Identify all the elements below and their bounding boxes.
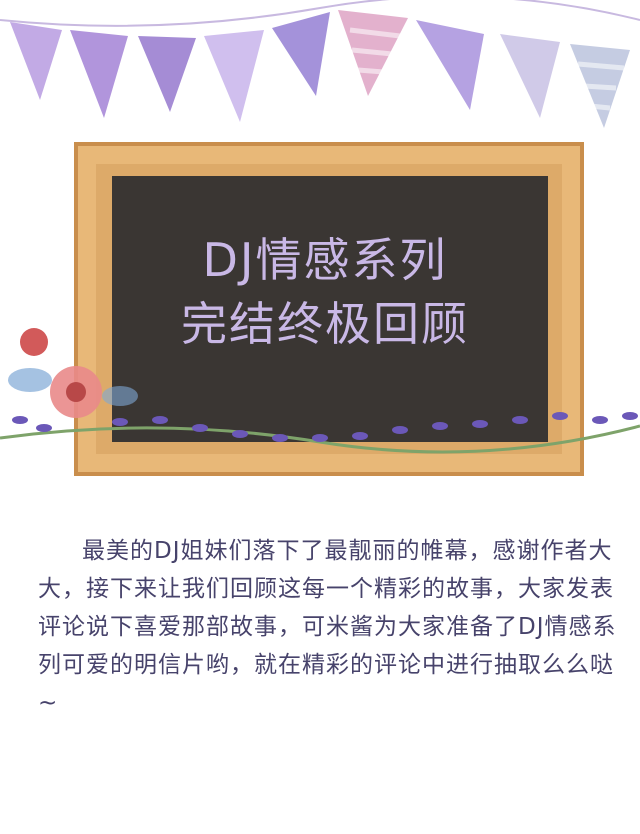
- board-title-line2: 完结终极回顾: [181, 297, 469, 352]
- board-title-line1: DJ情感系列: [202, 233, 448, 287]
- flag-8: [500, 34, 560, 118]
- flag-7: [416, 20, 484, 110]
- flag-2: [70, 30, 128, 118]
- flag-3: [138, 36, 196, 112]
- flower-decoration: [8, 328, 138, 418]
- flag-5: [272, 12, 330, 96]
- lavender-garland: [0, 412, 640, 454]
- intro-paragraph: 最美的DJ姐妹们落下了最靓丽的帷幕，感谢作者大大，接下来让我们回顾这每一个精彩的…: [38, 532, 618, 722]
- board-surface: [112, 176, 548, 442]
- intro-paragraph-text: 最美的DJ姐妹们落下了最靓丽的帷幕，感谢作者大大，接下来让我们回顾这每一个精彩的…: [38, 538, 617, 716]
- bunting-flags: [0, 0, 640, 128]
- board-title: DJ情感系列 完结终极回顾: [120, 228, 530, 357]
- flag-4: [204, 30, 264, 122]
- chalkboard: [0, 142, 640, 476]
- flag-1: [10, 22, 62, 100]
